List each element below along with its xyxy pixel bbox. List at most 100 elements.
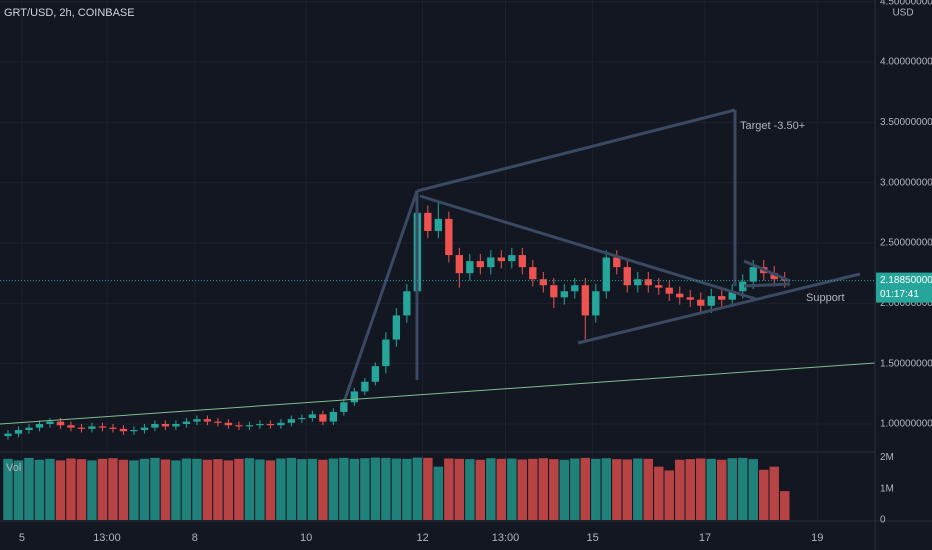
annotation: Target -3.50+ (740, 120, 805, 132)
candle-body (434, 218, 443, 231)
volume-bar (475, 459, 486, 520)
chart-title: GRT/USD, 2h, COINBASE (4, 7, 135, 19)
candle-body (476, 261, 485, 268)
volume-bar (297, 459, 307, 520)
volume-bar (118, 459, 129, 520)
volume-bar (370, 457, 381, 520)
countdown: 01:17:41 (880, 289, 919, 300)
volume-bar (454, 458, 465, 520)
candle-body (151, 424, 159, 428)
volume-bar (769, 466, 779, 520)
y-tick-label: 4.00000000 (880, 57, 932, 68)
volume-bar (517, 459, 528, 520)
volume-bar (181, 458, 192, 520)
plot-area (3, 192, 790, 520)
currency: USD (892, 8, 913, 19)
x-tick-label: 12 (416, 532, 428, 544)
candle-body (4, 433, 12, 437)
volume-bar (549, 459, 559, 520)
candle-body (130, 430, 138, 432)
candle-body (665, 287, 673, 294)
candle-body (319, 414, 327, 422)
volume-bar (622, 459, 633, 520)
volume-bar (528, 458, 538, 520)
candle-body (770, 273, 778, 280)
candle-body (371, 366, 380, 382)
volume-bar (339, 457, 349, 520)
candle-body (487, 257, 495, 268)
candle-body (98, 426, 107, 428)
trend-line (416, 108, 736, 193)
candle-body (308, 414, 317, 418)
x-tick-label: 19 (811, 532, 823, 544)
support-line (577, 272, 861, 345)
candle-body (676, 293, 684, 298)
volume-bar (696, 458, 706, 520)
volume-bar (97, 458, 108, 520)
trend-line (743, 282, 791, 288)
volume-bar (591, 458, 601, 520)
candle-body (697, 299, 705, 306)
candle-body (193, 419, 201, 422)
candle-body (88, 426, 96, 429)
y-tick-label: 3.00000000 (880, 177, 932, 188)
volume-bar (129, 460, 139, 520)
candle-body (749, 267, 757, 282)
candle-body (644, 279, 652, 286)
volume-bar (706, 458, 716, 520)
volume-bar (444, 458, 454, 520)
volume-bar (108, 458, 118, 520)
candle-body (77, 427, 86, 429)
volume-bar (496, 458, 507, 520)
volume-bar (780, 491, 790, 520)
last-price-box (876, 272, 932, 303)
volume-tick-label: 2M (880, 452, 894, 463)
volume-bar (360, 458, 370, 520)
candle-body (581, 285, 589, 316)
volume-tick-label: 1M (880, 483, 894, 494)
volume-bar (171, 460, 181, 520)
candle-body (445, 218, 453, 256)
volume-bar (507, 458, 517, 520)
candle-body (25, 427, 33, 431)
candle-body (655, 285, 663, 288)
candle-body (67, 425, 75, 428)
candle-body (613, 257, 621, 268)
volume-bar (318, 459, 328, 520)
x-tick-label: 15 (587, 532, 599, 544)
volume-bar (738, 457, 748, 520)
candle-body (728, 291, 736, 300)
x-tick-label: 5 (19, 532, 25, 544)
volume-bar (717, 459, 727, 520)
candle-body (277, 422, 285, 426)
candle-body (382, 339, 390, 367)
x-tick-label: 10 (300, 532, 312, 544)
volume-bar (633, 458, 643, 520)
candle-body (298, 417, 306, 420)
volume-bar (244, 458, 255, 520)
candle-body (361, 381, 369, 392)
volume-bar (402, 458, 412, 520)
candle-body (182, 421, 191, 425)
volume-bar (87, 460, 97, 520)
candle-body (592, 291, 600, 316)
candle-body (718, 296, 726, 300)
candle-body (266, 424, 275, 426)
candle-body (56, 421, 65, 426)
volume-bar (601, 458, 612, 520)
grid (0, 0, 875, 520)
y-tick-label: 2.00000000 (880, 298, 932, 309)
x-tick-label: 13:00 (93, 532, 121, 544)
x-tick-label: 8 (192, 532, 198, 544)
candle-body (35, 424, 44, 428)
candle-body (140, 427, 149, 431)
candle-body (686, 297, 694, 300)
candle-body (119, 428, 128, 432)
volume-bar (276, 458, 286, 520)
trend-line (419, 194, 757, 301)
trend-line (0, 362, 876, 425)
candle-body (214, 421, 222, 423)
volume-bar (664, 470, 674, 520)
candle-body (739, 281, 747, 292)
